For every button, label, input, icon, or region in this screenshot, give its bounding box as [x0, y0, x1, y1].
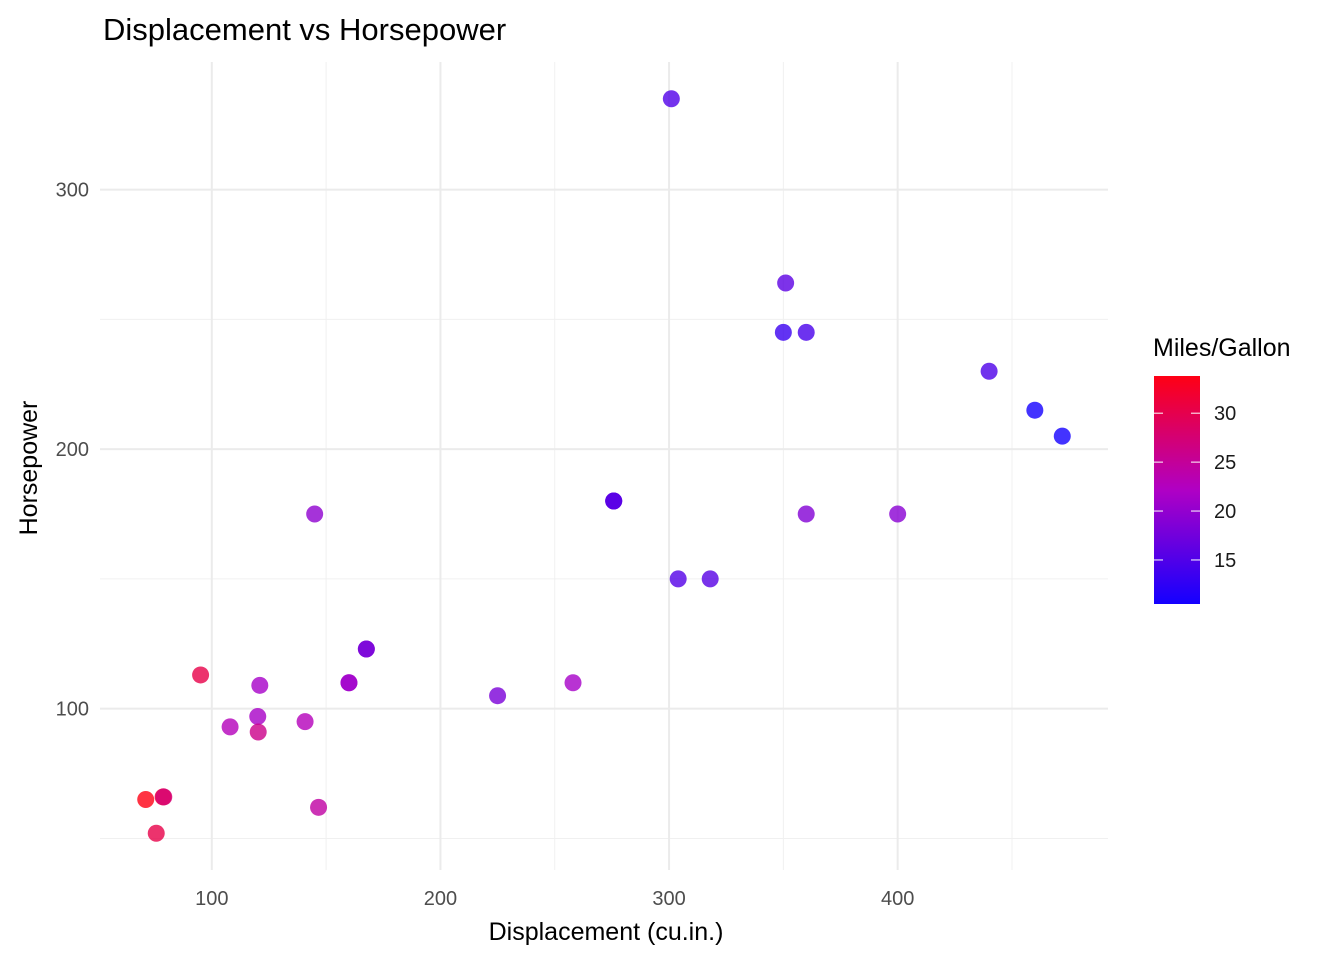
data-point	[797, 323, 815, 341]
legend-tick-label: 25	[1214, 452, 1236, 474]
y-tick-label: 100	[56, 699, 89, 721]
data-point	[155, 788, 173, 806]
x-tick-label: 300	[652, 888, 685, 910]
x-tick-label: 200	[424, 888, 457, 910]
data-point	[251, 676, 269, 694]
data-point	[357, 640, 375, 658]
tick-labels: 100 200 300 400 100 200 300	[56, 180, 915, 910]
y-axis-label: Horsepower	[15, 401, 43, 536]
data-point	[221, 718, 239, 736]
points	[137, 90, 1071, 842]
legend-title: Miles/Gallon	[1153, 334, 1291, 362]
data-point	[249, 707, 267, 725]
data-point	[777, 274, 795, 292]
x-tick-label: 400	[881, 888, 914, 910]
data-point	[1026, 401, 1044, 419]
x-tick-label: 100	[195, 888, 228, 910]
y-tick-label: 200	[56, 439, 89, 461]
data-point	[306, 505, 324, 523]
data-point	[137, 791, 155, 809]
legend-tick-label: 30	[1214, 403, 1236, 425]
data-point	[489, 687, 507, 705]
data-point	[1053, 427, 1071, 445]
data-point	[296, 713, 314, 731]
data-point	[340, 674, 358, 692]
data-point	[662, 90, 680, 108]
data-point	[980, 362, 998, 380]
legend-tick-label: 15	[1214, 550, 1236, 572]
data-point	[249, 723, 267, 741]
data-point	[192, 666, 210, 684]
colorbar	[1154, 376, 1200, 604]
legend-tick-label: 20	[1214, 501, 1236, 523]
legend: Miles/Gallon 15 20 25 30	[1153, 334, 1291, 604]
data-point	[147, 824, 165, 842]
y-tick-label: 300	[56, 180, 89, 202]
data-point	[889, 505, 907, 523]
data-point	[701, 570, 719, 588]
chart-title: Displacement vs Horsepower	[103, 12, 506, 47]
data-point	[564, 674, 582, 692]
grid	[100, 62, 1108, 870]
data-point	[310, 798, 328, 816]
x-axis-label: Displacement (cu.in.)	[489, 918, 724, 946]
data-point	[797, 505, 815, 523]
data-point	[774, 323, 792, 341]
data-point	[605, 492, 623, 510]
data-point	[669, 570, 687, 588]
